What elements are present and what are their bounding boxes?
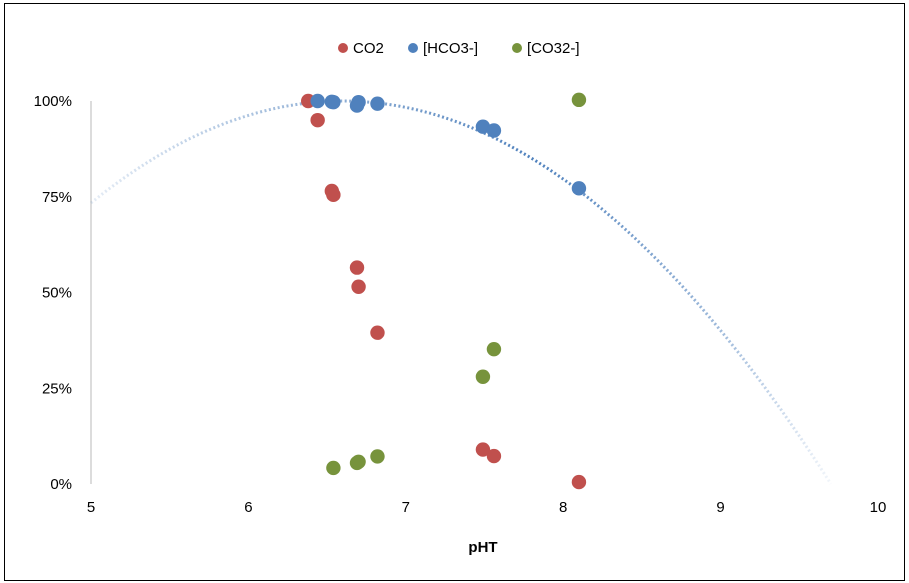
y-tick-label: 50% xyxy=(42,285,72,302)
y-tick-label: 100% xyxy=(34,93,72,110)
point-co32 xyxy=(475,369,491,384)
point-co32 xyxy=(370,449,385,464)
x-tick-label: 5 xyxy=(87,499,95,516)
chart-area xyxy=(4,3,905,581)
x-axis-title: pHT xyxy=(468,539,497,556)
point-co2 xyxy=(349,260,365,275)
point-co2 xyxy=(310,112,325,128)
y-axis-ticks: 0% 25% 50% 75% 100% xyxy=(34,93,72,493)
point-co2 xyxy=(351,279,366,294)
x-tick-label: 10 xyxy=(870,499,887,516)
point-hco3 xyxy=(326,94,341,110)
point-co32 xyxy=(486,341,502,357)
x-axis-ticks: 5 6 7 8 9 10 xyxy=(87,499,887,516)
data-points xyxy=(301,92,587,490)
legend-marker-co32 xyxy=(512,43,522,53)
point-co2 xyxy=(571,474,587,490)
legend-label-hco3: [HCO3-] xyxy=(423,40,478,57)
point-co2 xyxy=(370,325,385,340)
x-tick-label: 9 xyxy=(716,499,724,516)
point-hco3 xyxy=(370,96,385,111)
y-tick-label: 0% xyxy=(50,476,72,493)
point-co32 xyxy=(326,460,341,476)
legend-label-co32: [CO32-] xyxy=(527,40,580,57)
legend: CO2 [HCO3-] [CO32-] xyxy=(338,40,580,57)
point-hco3 xyxy=(571,181,587,196)
point-co32 xyxy=(571,92,587,108)
y-tick-label: 25% xyxy=(42,380,72,397)
point-co32 xyxy=(351,454,366,469)
x-tick-label: 8 xyxy=(559,499,567,516)
legend-label-co2: CO2 xyxy=(353,40,384,57)
point-hco3 xyxy=(486,123,502,138)
legend-marker-co2 xyxy=(338,43,348,53)
point-co2 xyxy=(475,442,491,457)
plot-area: 5 6 7 8 9 10 0% 25% 50% 75% 100% xyxy=(34,92,887,516)
y-tick-label: 75% xyxy=(42,189,72,206)
legend-marker-hco3 xyxy=(408,43,418,53)
x-tick-label: 6 xyxy=(244,499,252,516)
point-hco3 xyxy=(475,119,491,134)
trendline-hco3 xyxy=(90,99,833,485)
point-hco3 xyxy=(351,94,366,110)
point-co2 xyxy=(486,448,502,464)
x-tick-label: 7 xyxy=(402,499,410,516)
point-co2 xyxy=(326,187,341,203)
point-hco3 xyxy=(310,93,325,109)
